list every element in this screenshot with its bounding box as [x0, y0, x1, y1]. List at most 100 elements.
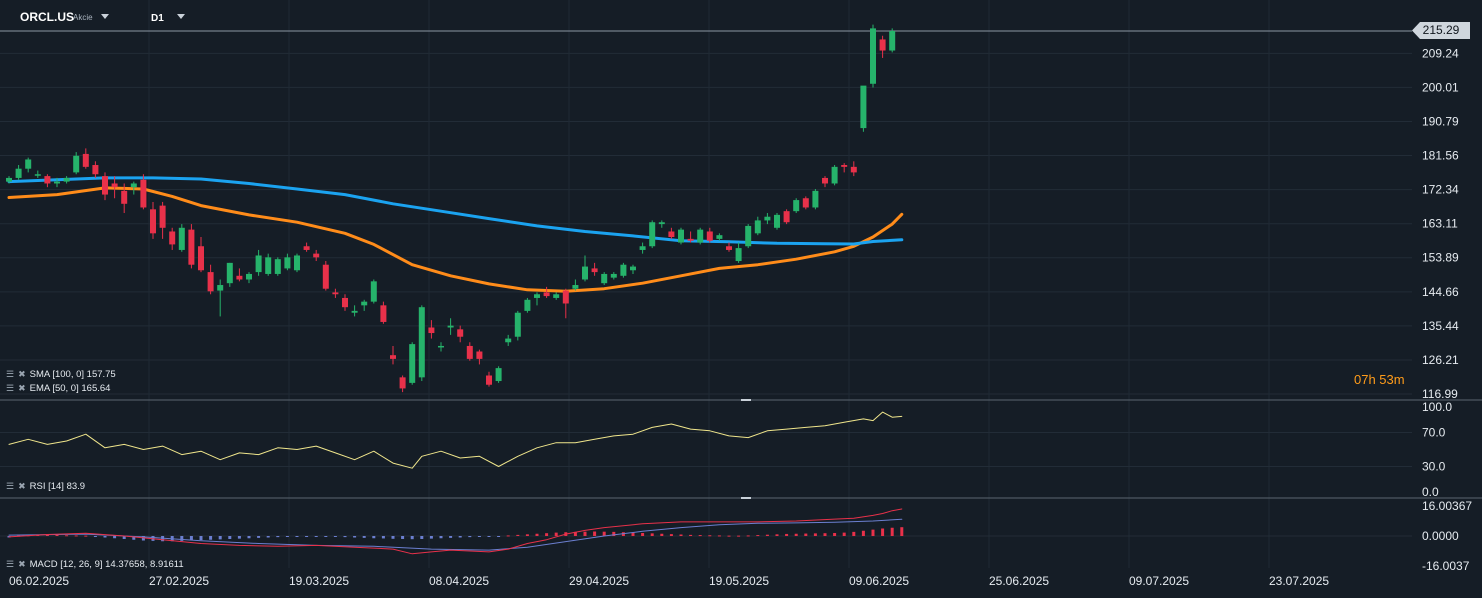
- macd-histogram-bar: [794, 533, 798, 536]
- ema-line: [7, 186, 904, 293]
- candle: [140, 174, 147, 210]
- timeframe-dropdown-icon[interactable]: [177, 14, 185, 19]
- candle: [351, 305, 358, 317]
- rsi-axis: 100.0 70.0 30.0 0.0: [1422, 400, 1452, 499]
- ema-legend[interactable]: ☰ ✖ EMA [50, 0] 165.64: [6, 383, 110, 394]
- time-tick-label: 09.06.2025: [849, 574, 909, 588]
- settings-icon[interactable]: ☰: [6, 383, 16, 393]
- candle: [745, 224, 752, 249]
- candle: [591, 262, 598, 276]
- candle: [841, 163, 848, 173]
- candle: [783, 209, 790, 225]
- price-tick-label: 209.24: [1422, 46, 1459, 60]
- macd-histogram-bar: [775, 534, 779, 536]
- candle: [802, 196, 809, 210]
- candle: [15, 165, 22, 180]
- macd-histogram-bar: [669, 534, 673, 536]
- price-tick-label: 163.11: [1422, 217, 1458, 231]
- candle-body: [159, 205, 166, 228]
- symbol-name[interactable]: ORCL.US: [20, 10, 74, 24]
- candle-body: [870, 28, 876, 84]
- timeframe-selector[interactable]: D1: [151, 13, 164, 24]
- macd-histogram-bar: [343, 536, 347, 538]
- macd-histogram-bar: [276, 536, 280, 538]
- candle-body: [649, 222, 656, 247]
- candle-body: [188, 229, 195, 265]
- sma-legend[interactable]: ☰ ✖ SMA [100, 0] 157.75: [6, 369, 116, 380]
- candle: [294, 253, 300, 273]
- candle-body: [850, 166, 857, 173]
- candle-body: [284, 257, 291, 269]
- candle-body: [207, 272, 214, 292]
- candle-body: [486, 375, 492, 385]
- candle: [34, 170, 41, 178]
- close-icon[interactable]: ✖: [18, 559, 27, 569]
- candle: [610, 272, 617, 280]
- settings-icon[interactable]: ☰: [6, 369, 16, 379]
- candle: [370, 279, 377, 304]
- pane-resize-handle[interactable]: [741, 497, 751, 499]
- sma-path: [7, 176, 904, 246]
- price-tick-label: 135.44: [1422, 319, 1459, 333]
- candle: [178, 224, 185, 252]
- candle-body: [6, 177, 12, 182]
- rsi-legend[interactable]: ☰ ✖ RSI [14] 83.9: [6, 481, 85, 492]
- candle-body: [25, 159, 32, 169]
- macd-histogram-bar: [689, 534, 693, 536]
- ema-legend-text: EMA [50, 0] 165.64: [29, 383, 111, 394]
- macd-histogram-bar: [765, 534, 769, 536]
- macd-histogram-bar: [381, 536, 385, 539]
- settings-icon[interactable]: ☰: [6, 481, 16, 491]
- time-tick-label: 09.07.2025: [1129, 574, 1189, 588]
- macd-tick-label: -16.0037: [1422, 559, 1470, 573]
- candle-body: [236, 275, 243, 280]
- pane-resize-handle[interactable]: [741, 399, 751, 401]
- macd-histogram-bar: [516, 534, 520, 536]
- candle: [428, 320, 435, 339]
- symbol-dropdown-icon[interactable]: [101, 14, 109, 19]
- macd-histogram-bar: [209, 536, 213, 540]
- price-tick-label: 200.01: [1422, 80, 1459, 94]
- candle-body: [793, 200, 800, 212]
- close-icon[interactable]: ✖: [18, 369, 27, 379]
- candle: [130, 181, 137, 195]
- macd-histogram-bar: [813, 533, 817, 536]
- time-tick-label: 06.02.2025: [9, 574, 69, 588]
- price-axis: 209.24 200.01 190.79 181.56 172.34 163.11 153.…: [1422, 46, 1459, 401]
- candle-body: [822, 177, 828, 184]
- macd-histogram-bar: [737, 535, 741, 537]
- candle-body: [466, 345, 473, 359]
- macd-histogram-bar: [74, 535, 78, 537]
- macd-histogram-bar: [237, 536, 241, 539]
- candle: [198, 237, 204, 273]
- candle: [735, 242, 742, 263]
- macd-histogram-bar: [756, 535, 760, 537]
- candle: [658, 220, 665, 228]
- settings-icon[interactable]: ☰: [6, 559, 16, 569]
- candle-body: [361, 301, 368, 306]
- macd-histogram-bar: [698, 535, 702, 537]
- close-icon[interactable]: ✖: [18, 383, 27, 393]
- candle-body: [255, 255, 262, 273]
- instrument-type: Akcie: [73, 13, 93, 22]
- candle: [265, 253, 272, 276]
- candle: [774, 213, 780, 230]
- candle-body: [668, 231, 675, 238]
- macd-panel: [7, 508, 904, 555]
- candle: [274, 257, 281, 276]
- candle-body: [505, 338, 512, 343]
- candle: [601, 272, 608, 286]
- candle: [361, 299, 368, 311]
- candle-body: [543, 292, 550, 297]
- candle-body: [34, 174, 41, 176]
- top-toolbar: ORCL.US Akcie D1: [0, 0, 1400, 30]
- close-icon[interactable]: ✖: [18, 481, 27, 491]
- candle: [476, 349, 483, 365]
- macd-histogram-bar: [717, 535, 721, 537]
- macd-legend[interactable]: ☰ ✖ MACD [12, 26, 9] 14.37658, 8.91611: [6, 559, 184, 570]
- macd-histogram-bar: [93, 536, 97, 537]
- macd-histogram-bar: [401, 536, 405, 539]
- candle: [409, 342, 416, 385]
- macd-histogram-bar: [650, 533, 654, 536]
